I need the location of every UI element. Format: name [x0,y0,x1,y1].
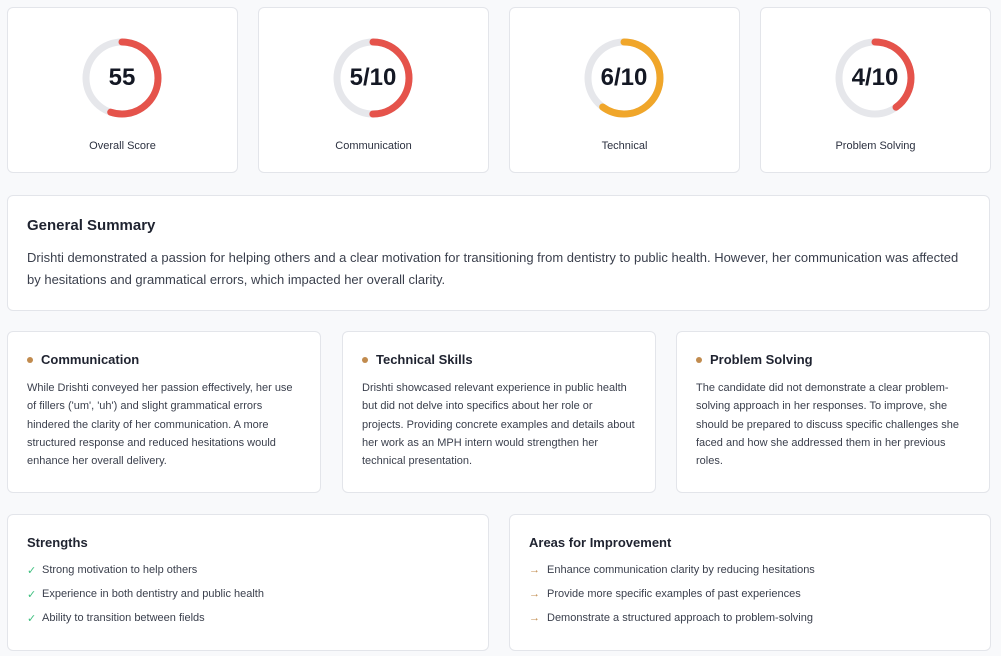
arrow-right-icon: → [529,588,540,600]
bullet-dot-icon [27,356,33,363]
improvements-card: Areas for Improvement → Enhance communica… [509,514,991,651]
detail-card-technical-skills: Technical Skills Drishti showcased relev… [342,331,656,493]
score-arc [333,38,413,118]
strength-item: ✓ Experience in both dentistry and public… [27,588,469,612]
check-icon: ✓ [27,589,37,601]
improvement-text: Demonstrate a structured approach to pro… [547,612,813,624]
score-card-overall: 55 Overall Score [7,7,238,173]
score-card-problem-solving: 4/10 Problem Solving [760,7,991,173]
score-ring: 55 [81,37,163,119]
check-icon: ✓ [27,565,37,577]
score-label: Technical [601,140,648,152]
general-summary-card: General Summary Drishti demonstrated a p… [7,195,990,311]
score-arc [835,38,915,118]
strengths-title: Strengths [27,535,88,550]
strengths-card: Strengths ✓ Strong motivation to help oth… [7,514,489,651]
score-label: Overall Score [89,140,156,152]
strength-text: Ability to transition between fields [42,612,205,624]
score-arc [584,38,664,118]
score-value: 55 [108,64,136,91]
score-value: 6/10 [600,64,648,91]
score-ring: 6/10 [583,37,665,119]
detail-card-communication: Communication While Drishti conveyed her… [7,331,321,493]
score-card-communication: 5/10 Communication [258,7,489,173]
detail-title: Technical Skills [376,352,473,367]
detail-title: Problem Solving [710,352,813,367]
summary-title: General Summary [27,217,156,234]
score-card-technical: 6/10 Technical [509,7,740,173]
detail-card-problem-solving: Problem Solving The candidate did not de… [676,331,990,493]
improvement-item: → Provide more specific examples of past … [529,588,971,612]
score-label: Problem Solving [835,140,916,152]
summary-text: Drishti demonstrated a passion for helpi… [27,250,959,287]
strength-item: ✓ Strong motivation to help others [27,564,469,588]
detail-text: While Drishti conveyed her passion effec… [27,382,293,468]
detail-text: Drishti showcased relevant experience in… [362,382,635,468]
check-icon: ✓ [27,613,37,625]
strength-text: Experience in both dentistry and public … [42,588,264,600]
improvement-item: → Demonstrate a structured approach to pr… [529,612,971,636]
score-ring: 5/10 [332,37,414,119]
detail-title: Communication [41,352,140,367]
arrow-right-icon: → [529,564,540,576]
strength-item: ✓ Ability to transition between fields [27,612,469,636]
improvement-item: → Enhance communication clarity by reduci… [529,564,971,588]
improvements-title: Areas for Improvement [529,535,672,550]
score-arc [82,38,162,118]
detail-text: The candidate did not demonstrate a clea… [696,382,959,468]
improvement-text: Enhance communication clarity by reducin… [547,564,815,576]
score-value: 4/10 [851,64,899,91]
strength-text: Strong motivation to help others [42,564,198,576]
arrow-right-icon: → [529,612,540,624]
bullet-dot-icon [362,356,368,363]
bullet-dot-icon [696,356,702,363]
improvement-text: Provide more specific examples of past e… [547,588,801,600]
score-ring: 4/10 [834,37,916,119]
score-value: 5/10 [349,64,397,91]
score-label: Communication [335,140,412,152]
